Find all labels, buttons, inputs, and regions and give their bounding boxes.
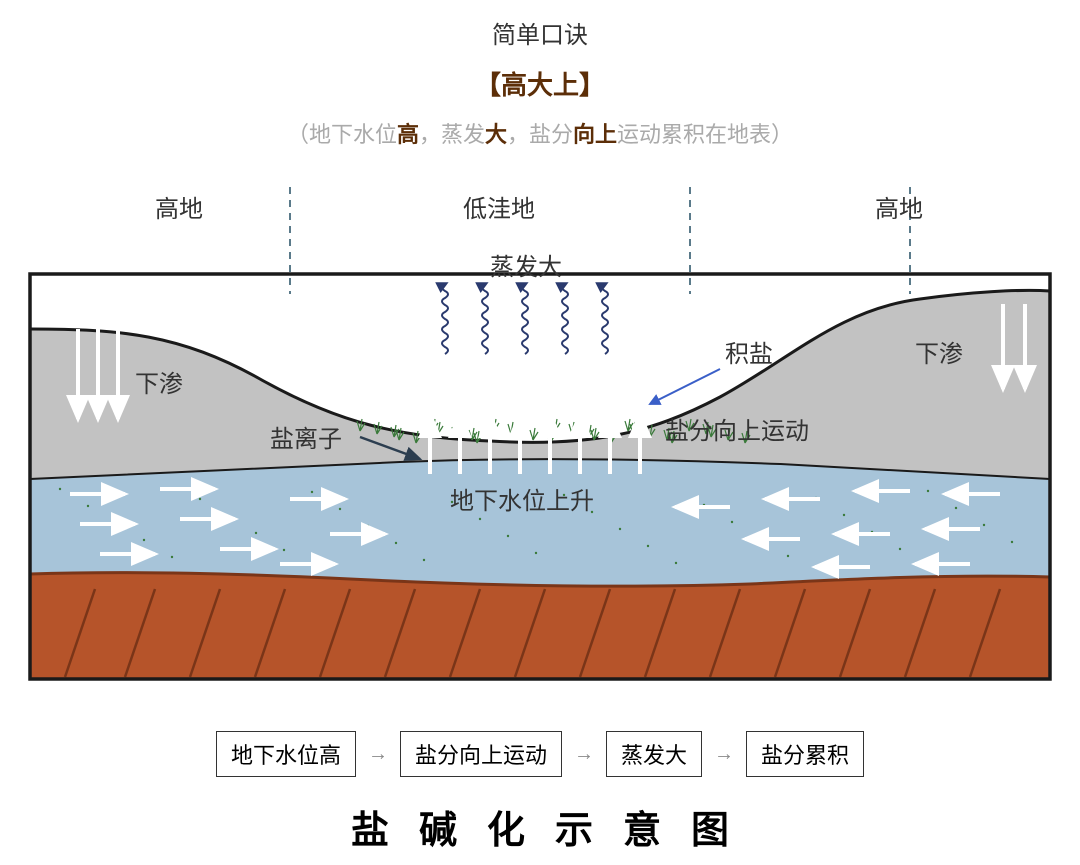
header-line3: （地下水位高，蒸发大，盐分向上运动累积在地表） bbox=[0, 117, 1080, 149]
label-salt-ions: 盐离子 bbox=[270, 419, 342, 454]
line3-e1: 高 bbox=[397, 122, 419, 147]
bracket-open: 【 bbox=[475, 70, 501, 100]
flow-chain: 地下水位高 → 盐分向上运动 → 蒸发大 → 盐分累积 bbox=[0, 731, 1080, 777]
label-highland-left: 高地 bbox=[155, 189, 203, 224]
bracket-close: 】 bbox=[579, 70, 605, 100]
flow-box-1: 地下水位高 bbox=[216, 731, 356, 777]
line3-p2: ，蒸发 bbox=[419, 122, 485, 147]
flow-arrow-icon: → bbox=[574, 743, 594, 766]
label-infiltrate-right: 下渗 bbox=[915, 334, 963, 369]
flow-arrow-icon: → bbox=[714, 743, 734, 766]
line3-p4: 运动累积在地表） bbox=[617, 122, 793, 147]
flow-box-2: 盐分向上运动 bbox=[400, 731, 562, 777]
label-highland-right: 高地 bbox=[875, 189, 923, 224]
label-salt-upward: 盐分向上运动 bbox=[665, 411, 809, 446]
label-salt-accum: 积盐 bbox=[725, 334, 773, 369]
flow-box-4: 盐分累积 bbox=[746, 731, 864, 777]
main-title: 盐碱化示意图 bbox=[0, 799, 1080, 854]
label-infiltrate-left: 下渗 bbox=[135, 364, 183, 399]
line3-p3: ，盐分 bbox=[507, 122, 573, 147]
flow-arrow-icon: → bbox=[368, 743, 388, 766]
line3-e3: 向上 bbox=[573, 122, 617, 147]
header-block: 简单口诀 【高大上】 （地下水位高，蒸发大，盐分向上运动累积在地表） bbox=[0, 0, 1080, 149]
label-lowland: 低洼地 bbox=[463, 189, 535, 224]
header-line2: 【高大上】 bbox=[0, 65, 1080, 102]
flow-box-3: 蒸发大 bbox=[606, 731, 702, 777]
header-line1: 简单口诀 bbox=[0, 15, 1080, 50]
line3-p1: （地下水位 bbox=[287, 122, 397, 147]
label-groundwater-rise: 地下水位上升 bbox=[450, 481, 594, 516]
line3-e2: 大 bbox=[485, 122, 507, 147]
label-evaporation: 蒸发大 bbox=[490, 247, 562, 282]
mnemonic-text: 高大上 bbox=[501, 70, 579, 100]
diagram: 高地 低洼地 高地 蒸发大 积盐 下渗 下渗 盐离子 盐分向上运动 地下水位上升 bbox=[0, 179, 1080, 719]
